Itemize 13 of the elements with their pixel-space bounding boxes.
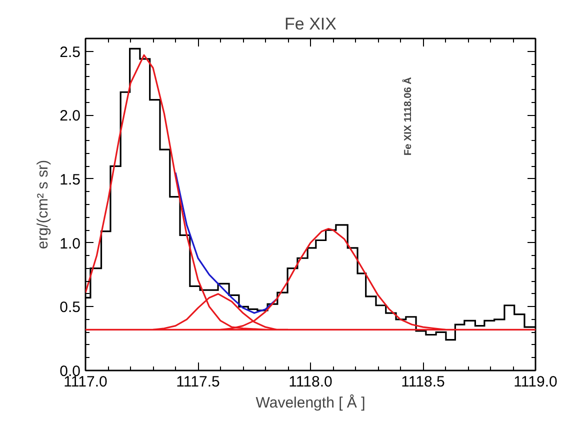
y-tick-label: 0.5	[60, 299, 81, 316]
x-tick-label: 1118.5	[401, 374, 445, 390]
y-tick-label: 1.0	[60, 235, 81, 252]
x-tick-label: 1119.0	[514, 374, 558, 390]
annotation: Fe XIX 1118.06 Å	[402, 77, 414, 156]
chart-title: Fe XIX	[284, 14, 336, 34]
y-axis-title: erg/(cm² s sr)	[34, 160, 52, 250]
y-tick-label: 2.5	[60, 44, 81, 61]
y-tick-label: 1.5	[60, 171, 81, 188]
x-axis-title: Wavelength [ Å ]	[256, 394, 366, 412]
y-tick-label: 2.0	[60, 108, 81, 125]
x-tick-label: 1117.5	[176, 374, 220, 390]
x-tick-label: 1118.0	[288, 374, 332, 390]
